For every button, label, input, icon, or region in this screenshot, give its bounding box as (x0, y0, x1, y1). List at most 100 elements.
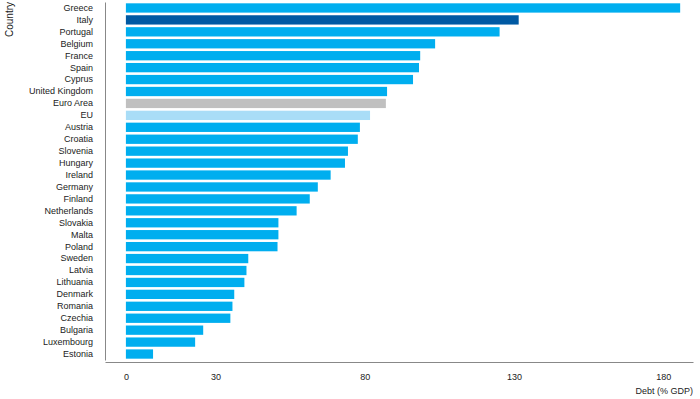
y-tick-label: Czechia (60, 313, 93, 323)
y-tick: Denmark (56, 289, 105, 299)
bar (126, 111, 370, 120)
x-tick-label: 30 (211, 372, 221, 382)
x-axis-title: Debt (% GDP) (635, 386, 693, 396)
x-tick-label: 180 (656, 372, 671, 382)
x-axis: 0 30 80 130 180 (106, 362, 694, 382)
bar (126, 158, 345, 167)
chart: 0 30 80 130 180 Greece Italy Portugal Belgium Fra… (0, 0, 700, 399)
plot: 0 30 80 130 180 Greece Italy Portugal Belgium Fra… (29, 3, 694, 383)
y-tick-label: Latvia (69, 265, 93, 275)
y-tick: United Kingdom (29, 86, 105, 96)
bar (126, 349, 153, 358)
bar (126, 27, 500, 36)
x-tick: 30 (211, 362, 221, 382)
bar (126, 254, 248, 263)
y-tick: Ireland (65, 170, 105, 180)
bar (126, 15, 519, 24)
y-tick-label: Euro Area (53, 98, 93, 108)
y-tick: Malta (71, 230, 105, 240)
bar (126, 3, 680, 12)
y-tick: Lithuania (56, 277, 105, 287)
y-tick-label: France (65, 51, 93, 61)
y-tick: Italy (76, 15, 105, 25)
y-tick-label: Greece (63, 3, 93, 13)
bar (126, 206, 297, 215)
y-tick-label: Cyprus (64, 74, 93, 84)
y-tick: Estonia (63, 349, 105, 359)
y-tick-label: Belgium (60, 39, 93, 49)
y-tick-label: Italy (76, 15, 93, 25)
bar (126, 39, 435, 48)
y-tick-label: EU (80, 110, 93, 120)
bar (126, 314, 230, 323)
y-tick-label: Spain (70, 63, 93, 73)
bar (126, 266, 247, 275)
y-tick: France (65, 51, 105, 61)
y-tick-label: United Kingdom (29, 86, 93, 96)
y-axis-line (105, 3, 106, 361)
bar (126, 278, 244, 287)
bar (126, 123, 360, 132)
x-tick: 180 (656, 362, 671, 382)
bar (126, 51, 420, 60)
y-tick-label: Austria (65, 122, 93, 132)
y-tick: EU (80, 110, 105, 120)
bar (126, 99, 386, 108)
y-tick-label: Netherlands (44, 206, 93, 216)
y-tick: Netherlands (44, 206, 105, 216)
y-tick-label: Poland (65, 242, 93, 252)
y-tick: Portugal (59, 27, 105, 37)
y-tick: Sweden (60, 253, 105, 263)
y-tick: Hungary (59, 158, 105, 168)
y-tick-label: Lithuania (56, 277, 93, 287)
bar (126, 147, 348, 156)
x-tick: 0 (124, 362, 129, 382)
bar (126, 170, 331, 179)
y-tick-label: Portugal (59, 27, 93, 37)
y-tick-label: Hungary (59, 158, 94, 168)
y-tick-label: Slovenia (58, 146, 93, 156)
x-tick-label: 130 (507, 372, 522, 382)
y-tick: Slovenia (58, 146, 105, 156)
bar (126, 302, 233, 311)
y-tick: Euro Area (53, 98, 105, 108)
y-tick: Bulgaria (60, 325, 105, 335)
x-axis-line (106, 362, 694, 363)
y-tick: Latvia (69, 265, 105, 275)
y-tick: Poland (65, 242, 105, 252)
bars (126, 3, 680, 358)
y-tick-label: Luxembourg (43, 337, 93, 347)
x-tick: 80 (360, 362, 370, 382)
y-tick-label: Sweden (60, 253, 93, 263)
y-tick-label: Finland (63, 194, 93, 204)
y-tick-label: Romania (57, 301, 93, 311)
y-axis-title: Country (4, 2, 15, 37)
y-tick-label: Malta (71, 230, 93, 240)
y-tick: Germany (56, 182, 105, 192)
y-tick: Spain (70, 63, 105, 73)
y-tick: Austria (65, 122, 105, 132)
y-tick: Croatia (64, 134, 105, 144)
y-tick-label: Denmark (56, 289, 93, 299)
x-tick: 130 (507, 362, 522, 382)
y-tick: Slovakia (59, 218, 105, 228)
y-tick-label: Estonia (63, 349, 93, 359)
x-tick-label: 0 (124, 372, 129, 382)
bar (126, 182, 318, 191)
y-tick-label: Germany (56, 182, 94, 192)
bar (126, 135, 358, 144)
bar (126, 63, 419, 72)
y-tick: Romania (57, 301, 105, 311)
bar (126, 326, 203, 335)
y-tick-label: Croatia (64, 134, 93, 144)
bar (126, 75, 413, 84)
y-tick-label: Ireland (65, 170, 93, 180)
bar (126, 218, 279, 227)
bar (126, 230, 279, 239)
y-tick-label: Bulgaria (60, 325, 93, 335)
bar (126, 242, 278, 251)
bar (126, 87, 387, 96)
bar (126, 194, 310, 203)
y-tick: Belgium (60, 39, 105, 49)
bar (126, 290, 234, 299)
